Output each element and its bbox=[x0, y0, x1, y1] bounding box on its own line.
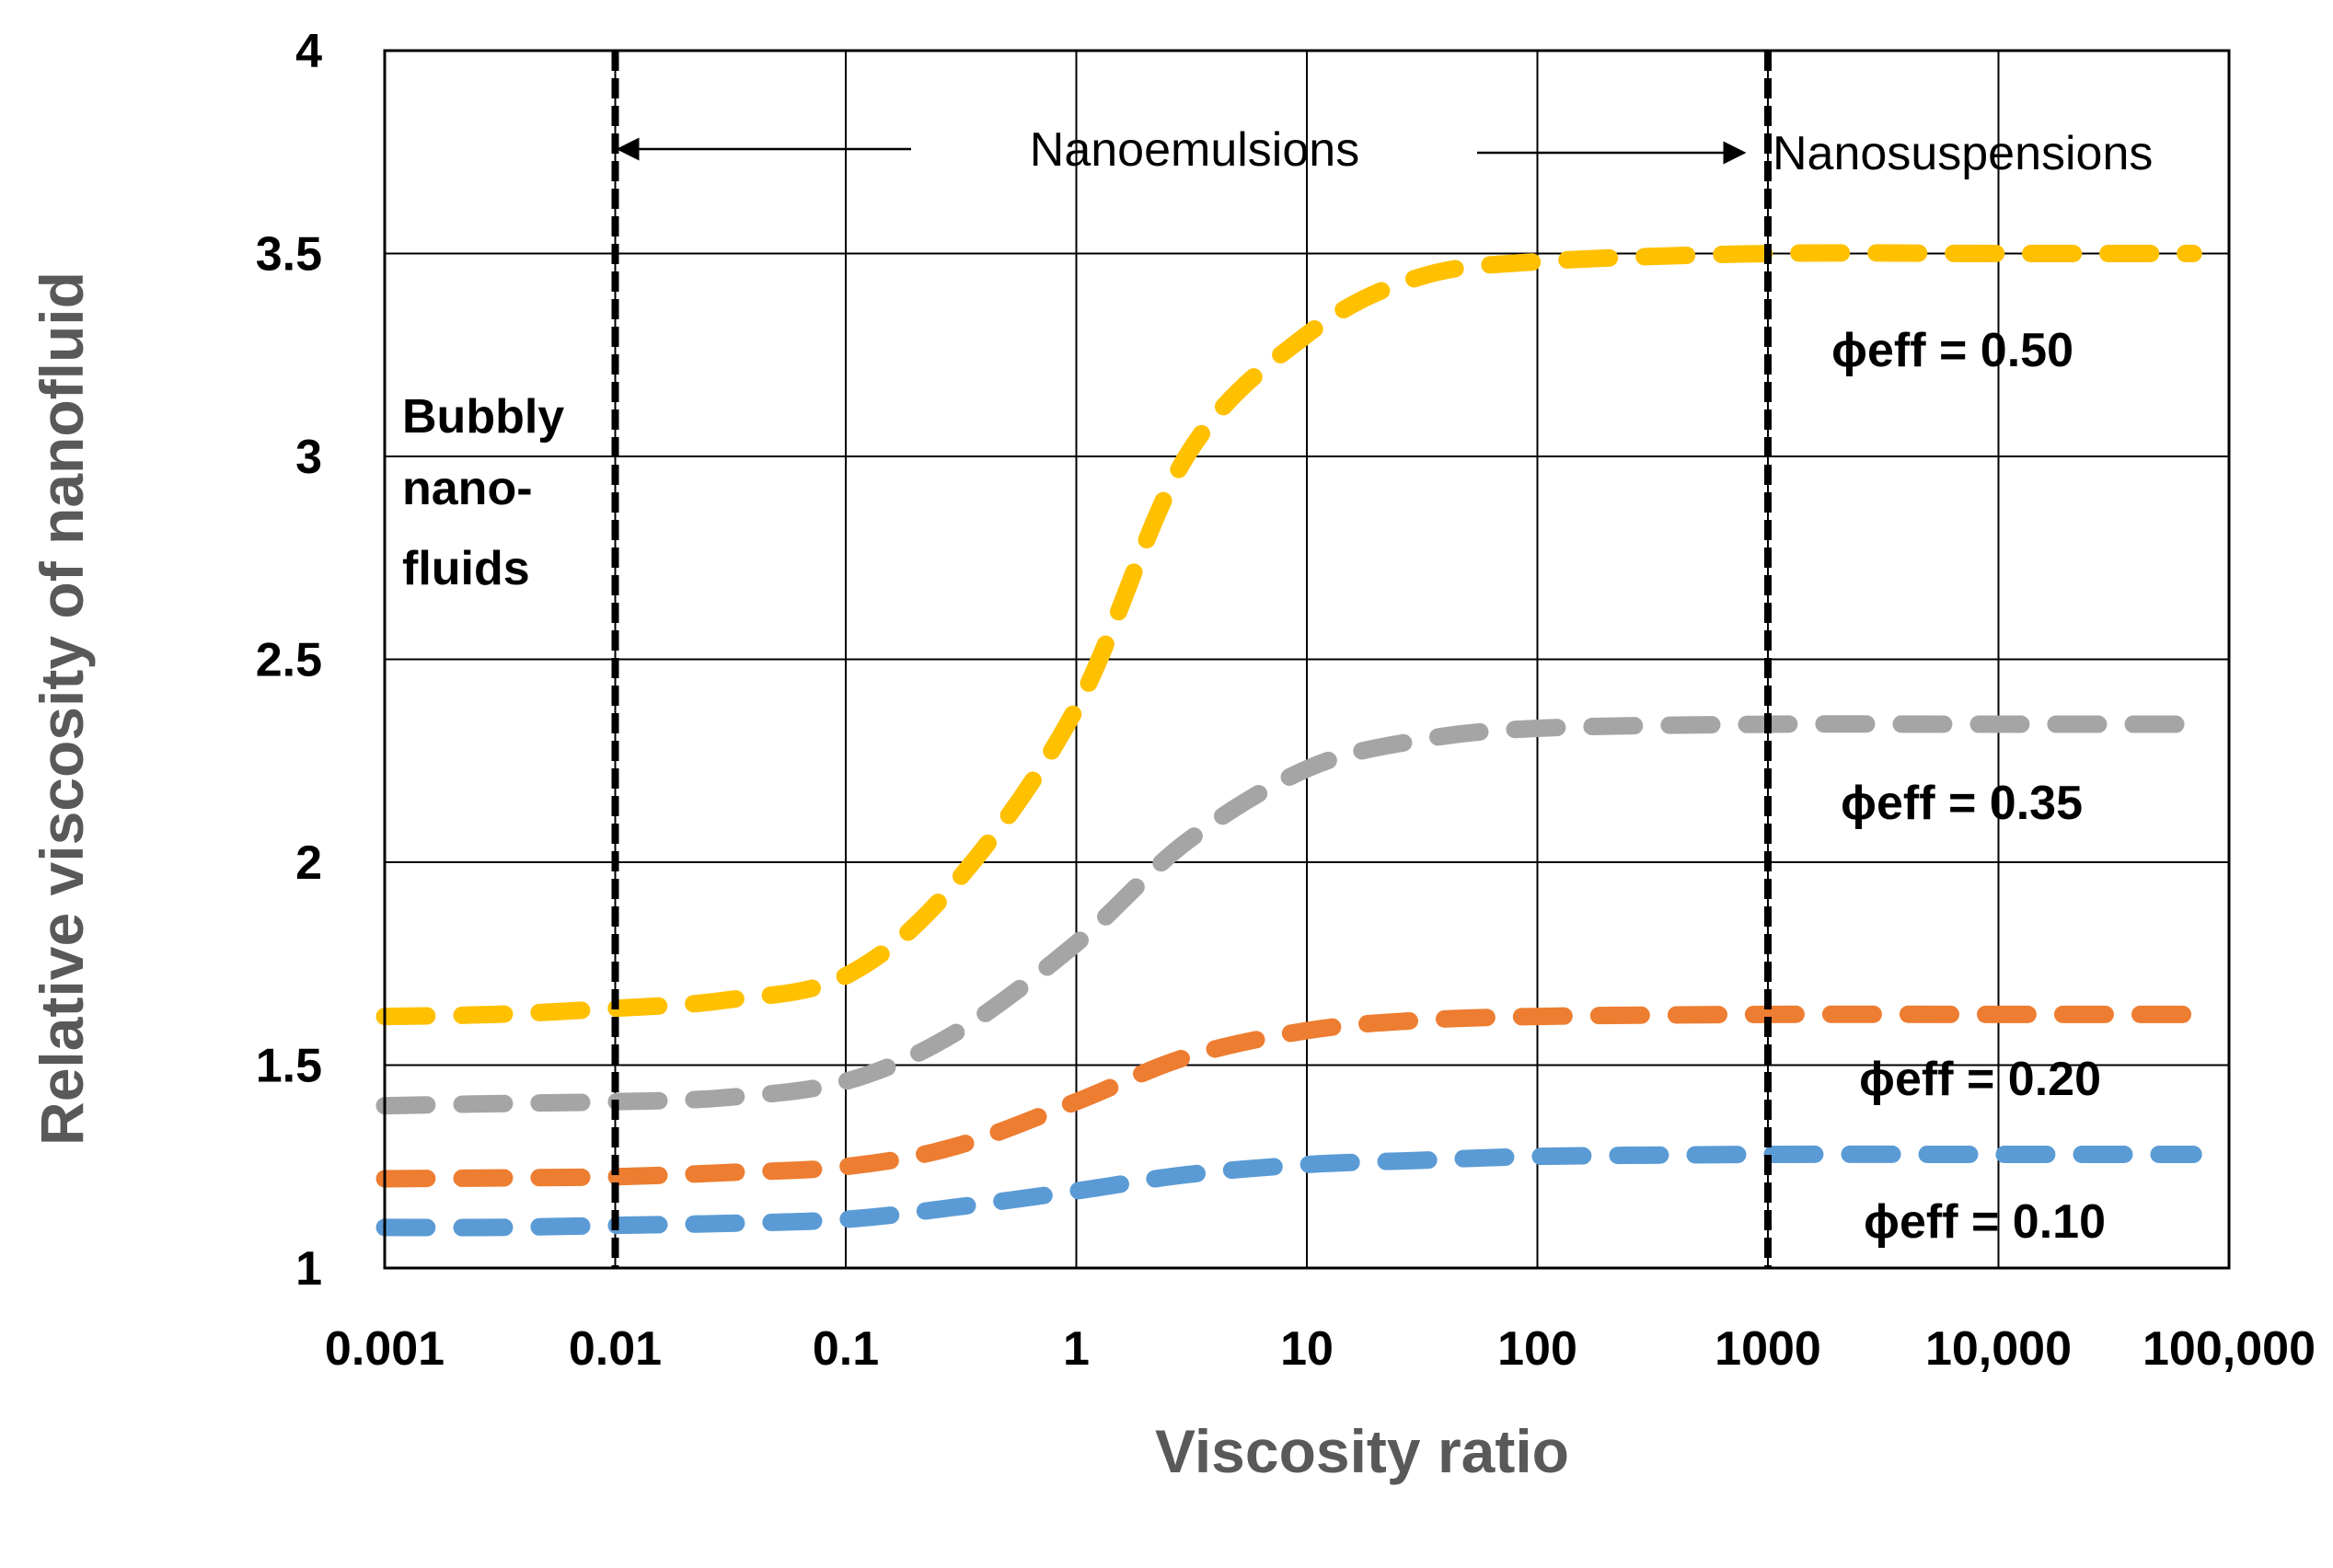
y-tick-labels: 1 1.5 2 2.5 3 3.5 4 bbox=[256, 25, 322, 1296]
x-axis-title: Viscosity ratio bbox=[1155, 1417, 1569, 1485]
bubbly-label-line3: fluids bbox=[402, 542, 530, 595]
x-tick-labels: 0.001 0.01 0.1 1 10 100 1000 10,000 100,000 bbox=[325, 1322, 2316, 1376]
y-tick-label-2: 2 bbox=[295, 836, 322, 890]
series-label-035: ϕeff = 0.35 bbox=[1841, 777, 2083, 830]
x-tick-label-4: 10 bbox=[1280, 1322, 1334, 1376]
x-tick-label-8: 100,000 bbox=[2142, 1322, 2316, 1376]
nanosuspensions-label: Nanosuspensions bbox=[1773, 127, 2153, 180]
x-tick-label-2: 0.1 bbox=[813, 1322, 879, 1376]
x-tick-label-6: 1000 bbox=[1715, 1322, 1821, 1376]
plot-frame bbox=[383, 49, 2231, 1270]
region-boundaries bbox=[611, 51, 1772, 1268]
y-tick-label-6: 4 bbox=[295, 25, 322, 78]
y-tick-label-3: 2.5 bbox=[256, 634, 322, 687]
series-label-010: ϕeff = 0.10 bbox=[1864, 1195, 2106, 1249]
y-axis-title: Relative viscosity of nanofluid bbox=[28, 271, 96, 1146]
series-label-050: ϕeff = 0.50 bbox=[1831, 324, 2073, 377]
y-tick-label-4: 3 bbox=[295, 431, 322, 484]
series-label-020: ϕeff = 0.20 bbox=[1859, 1053, 2101, 1106]
y-tick-label-1: 1.5 bbox=[256, 1040, 322, 1093]
y-tick-label-0: 1 bbox=[295, 1242, 322, 1296]
series-line-1 bbox=[375, 715, 2202, 1115]
x-tick-label-7: 10,000 bbox=[1925, 1322, 2072, 1376]
x-tick-label-0: 0.001 bbox=[325, 1322, 445, 1376]
series-line-3 bbox=[375, 1145, 2202, 1237]
grid bbox=[384, 50, 2230, 1269]
x-tick-label-3: 1 bbox=[1063, 1322, 1090, 1376]
bubbly-label-line1: Bubbly bbox=[402, 390, 564, 444]
x-tick-label-1: 0.01 bbox=[569, 1322, 662, 1376]
x-tick-label-5: 100 bbox=[1497, 1322, 1577, 1376]
series-line-2 bbox=[375, 1005, 2202, 1188]
nanoemulsions-label: Nanoemulsions bbox=[1030, 123, 1359, 177]
bubbly-label-line2: nano- bbox=[402, 462, 533, 515]
y-tick-label-5: 3.5 bbox=[256, 228, 322, 282]
